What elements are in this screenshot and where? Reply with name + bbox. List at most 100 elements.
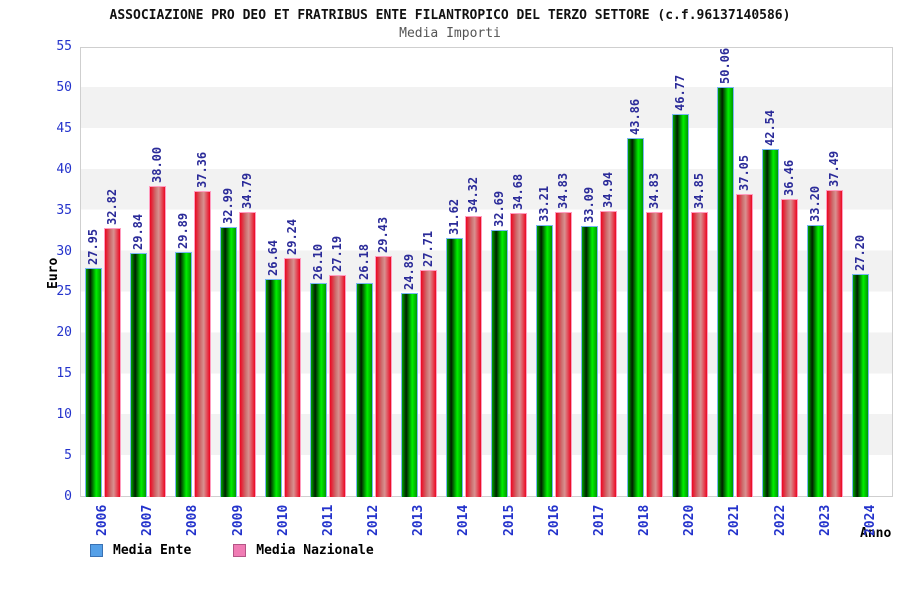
x-tick-2023: 2023	[817, 504, 833, 536]
bar-media-nazionale-2016	[555, 212, 573, 497]
bar-media-ente-2013	[400, 293, 418, 497]
bar-label-media-ente-2022: 42.54	[763, 109, 778, 146]
x-tick-2024: 2024	[862, 504, 878, 536]
bar-label-media-ente-2011: 26.10	[311, 244, 326, 281]
y-tick-0: 0	[64, 489, 72, 504]
bar-media-ente-2021	[716, 87, 734, 497]
x-tick-2015: 2015	[501, 504, 517, 536]
y-tick-30: 30	[56, 243, 72, 259]
y-tick-35: 35	[56, 202, 72, 218]
bar-label-media-nazionale-2023: 37.49	[827, 151, 842, 188]
bar-media-ente-2016	[536, 225, 554, 497]
bar-media-ente-2022	[762, 148, 780, 497]
bar-label-media-ente-2024: 27.20	[853, 235, 868, 272]
x-tick-2021: 2021	[727, 504, 743, 536]
bar-label-media-ente-2018: 43.86	[627, 99, 642, 136]
legend-swatch-media-ente	[90, 544, 103, 557]
bar-label-media-ente-2021: 50.06	[717, 48, 732, 85]
chart-title: ASSOCIAZIONE PRO DEO ET FRATRIBUS ENTE F…	[109, 8, 791, 23]
bar-media-ente-2012	[355, 282, 373, 497]
bar-media-ente-2017	[581, 226, 599, 497]
bar-label-media-nazionale-2010: 29.24	[285, 218, 300, 255]
bar-label-media-ente-2007: 29.84	[130, 213, 145, 250]
bar-media-ente-2006	[84, 268, 102, 497]
bar-media-ente-2020	[671, 114, 689, 497]
x-tick-2006: 2006	[95, 504, 111, 536]
x-tick-2017: 2017	[591, 504, 607, 536]
bar-media-nazionale-2007	[148, 186, 166, 497]
bar-label-media-nazionale-2012: 29.43	[375, 217, 390, 254]
bar-media-nazionale-2015	[510, 213, 528, 497]
bar-media-nazionale-2009	[239, 212, 257, 497]
y-tick-10: 10	[56, 407, 72, 423]
x-tick-2009: 2009	[230, 504, 246, 536]
bar-label-media-ente-2012: 26.18	[356, 243, 371, 280]
bar-label-media-ente-2009: 32.99	[221, 187, 236, 225]
bar-media-nazionale-2013	[419, 270, 437, 497]
bar-media-ente-2011	[310, 283, 328, 497]
bar-media-nazionale-2008	[193, 191, 211, 497]
bar-label-media-nazionale-2021: 37.05	[736, 154, 751, 191]
legend-label-media-nazionale: Media Nazionale	[256, 543, 374, 558]
y-tick-40: 40	[56, 161, 72, 177]
x-tick-2007: 2007	[140, 504, 156, 536]
bar-media-ente-2008	[174, 252, 192, 497]
bar-label-media-nazionale-2009: 34.79	[240, 173, 255, 210]
bar-media-nazionale-2006	[103, 228, 121, 497]
bar-media-nazionale-2021	[735, 193, 753, 497]
bar-media-nazionale-2012	[374, 256, 392, 497]
bar-label-media-nazionale-2011: 27.19	[330, 235, 345, 272]
x-tick-2012: 2012	[366, 504, 382, 536]
bar-media-nazionale-2014	[464, 216, 482, 497]
bar-media-nazionale-2017	[600, 211, 618, 497]
bar-label-media-ente-2014: 31.62	[446, 199, 461, 236]
chart-legend: Media Ente Media Nazionale	[90, 543, 374, 558]
y-tick-45: 45	[56, 120, 72, 136]
x-tick-2010: 2010	[275, 504, 291, 536]
y-tick-25: 25	[56, 284, 72, 300]
x-axis-label: Anno	[860, 526, 892, 541]
bar-label-media-nazionale-2006: 32.82	[104, 189, 119, 226]
bar-label-media-nazionale-2007: 38.00	[149, 146, 164, 184]
bar-media-ente-2018	[626, 138, 644, 497]
bar-label-media-ente-2016: 33.21	[537, 186, 552, 223]
bar-label-media-nazionale-2013: 27.71	[420, 231, 435, 268]
bar-label-media-nazionale-2014: 34.32	[465, 177, 480, 214]
bar-label-media-nazionale-2015: 34.68	[511, 174, 526, 211]
y-tick-55: 55	[56, 39, 72, 54]
bar-label-media-nazionale-2022: 36.46	[782, 159, 797, 196]
x-tick-2011: 2011	[320, 504, 336, 536]
bar-media-ente-2010	[265, 279, 283, 497]
bar-media-nazionale-2018	[645, 212, 663, 497]
x-tick-2014: 2014	[456, 504, 472, 536]
bar-label-media-nazionale-2016: 34.83	[556, 172, 571, 210]
bar-label-media-nazionale-2017: 34.94	[601, 172, 616, 209]
y-tick-15: 15	[56, 366, 72, 382]
x-tick-2020: 2020	[682, 504, 698, 536]
legend-label-media-ente: Media Ente	[113, 543, 192, 558]
bar-media-nazionale-2023	[826, 190, 844, 497]
bar-label-media-ente-2010: 26.64	[266, 239, 281, 277]
x-tick-2018: 2018	[637, 504, 653, 536]
bar-label-media-ente-2013: 24.89	[401, 254, 416, 291]
bar-label-media-ente-2015: 32.69	[492, 190, 507, 227]
x-tick-2016: 2016	[546, 504, 562, 536]
y-tick-20: 20	[56, 325, 72, 341]
plot-area	[80, 47, 893, 497]
y-tick-50: 50	[56, 79, 72, 95]
chart-subtitle: Media Importi	[399, 26, 501, 41]
bar-media-nazionale-2022	[781, 198, 799, 497]
bar-media-ente-2015	[491, 229, 509, 497]
bar-label-media-ente-2020: 46.77	[672, 75, 687, 112]
bar-media-ente-2009	[220, 227, 238, 497]
x-tick-2013: 2013	[411, 504, 427, 536]
bar-media-ente-2014	[445, 238, 463, 497]
bar-label-media-nazionale-2020: 34.85	[691, 172, 706, 209]
bar-label-media-ente-2023: 33.20	[808, 186, 823, 223]
bar-label-media-ente-2008: 29.89	[175, 213, 190, 250]
bar-label-media-nazionale-2018: 34.83	[646, 172, 661, 210]
x-tick-2022: 2022	[772, 504, 788, 536]
bar-media-ente-2024	[852, 274, 870, 497]
bar-media-nazionale-2010	[284, 257, 302, 497]
